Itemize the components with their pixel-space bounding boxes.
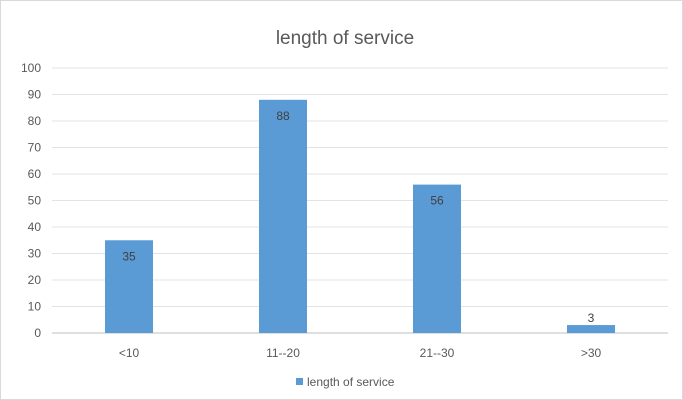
y-tick-label: 40 [28,220,42,234]
x-tick-label: 11--20 [266,346,300,360]
x-tick-label: 21--30 [420,346,455,360]
legend-label: length of service [307,375,395,389]
y-tick-label: 60 [28,167,42,181]
data-label: 3 [588,311,595,325]
y-tick-label: 30 [28,247,42,261]
x-tick-label: >30 [581,346,602,360]
y-tick-label: 50 [28,194,42,208]
data-label: 35 [122,249,136,263]
data-label: 88 [276,109,290,123]
y-tick-label: 70 [28,141,42,155]
data-label: 56 [430,194,444,208]
legend-swatch [296,378,303,385]
y-tick-label: 100 [21,61,41,75]
y-tick-label: 0 [34,326,41,340]
y-tick-label: 90 [28,88,42,102]
x-axis-ticks: <10 11--20 21--30 >30 [119,346,602,360]
bar [567,325,615,333]
bar [413,184,461,333]
bars: 35 88 56 3 [105,99,615,333]
y-tick-label: 10 [28,300,42,314]
y-axis-ticks: 0 10 20 30 40 50 60 70 80 90 100 [21,61,41,340]
y-tick-label: 80 [28,114,42,128]
bar [105,240,153,333]
bar [259,99,307,333]
gridlines [52,67,668,334]
legend: length of service [296,375,395,389]
x-tick-label: <10 [119,346,140,360]
chart-title: length of service [276,28,414,49]
y-tick-label: 20 [28,273,42,287]
